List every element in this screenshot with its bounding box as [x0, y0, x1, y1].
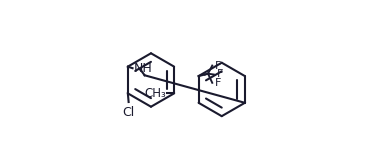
Text: Cl: Cl [122, 106, 135, 119]
Text: F: F [217, 69, 223, 80]
Text: F: F [215, 78, 222, 88]
Text: NH: NH [133, 63, 152, 76]
Text: F: F [215, 60, 222, 71]
Text: CH₃: CH₃ [145, 87, 166, 100]
